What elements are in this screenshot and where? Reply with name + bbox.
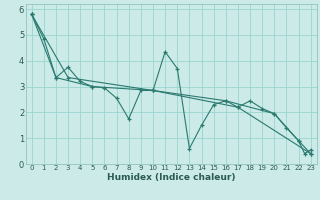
X-axis label: Humidex (Indice chaleur): Humidex (Indice chaleur) <box>107 173 236 182</box>
